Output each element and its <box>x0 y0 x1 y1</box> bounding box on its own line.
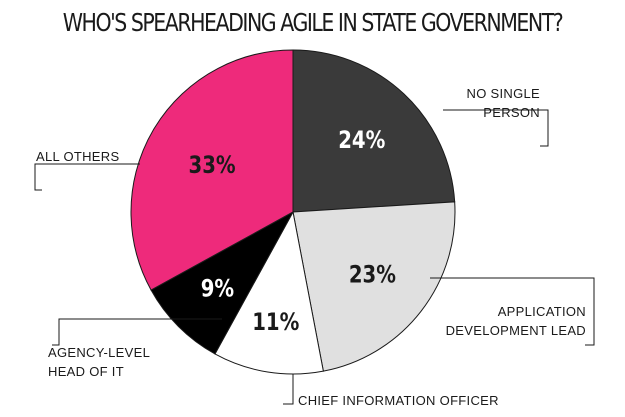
category-label-line: APPLICATION <box>498 304 586 319</box>
category-label-3: AGENCY-LEVEL HEAD OF IT <box>48 345 150 379</box>
category-label-line: CHIEF INFORMATION OFFICER <box>298 393 499 408</box>
chart-title: WHO'S SPEARHEADING AGILE IN STATE GOVERN… <box>62 8 564 37</box>
category-label-line: PERSON <box>483 105 540 120</box>
value-label-4: 33% <box>189 152 236 179</box>
leader-line-1 <box>430 277 595 346</box>
category-label-4: ALL OTHERS <box>36 149 119 164</box>
leader-line-2 <box>283 374 294 405</box>
leader-line-4 <box>34 163 140 191</box>
pie-slice-4 <box>130 49 294 291</box>
leader-line-3 <box>52 318 222 346</box>
category-label-line: DEVELOPMENT LEAD <box>446 323 586 338</box>
category-label-0: NO SINGLE PERSON <box>467 86 541 120</box>
value-label-2: 11% <box>252 309 299 336</box>
category-label-line: HEAD OF IT <box>48 364 124 379</box>
category-label-line: NO SINGLE <box>467 86 541 101</box>
value-label-1: 23% <box>349 262 396 289</box>
category-label-2: CHIEF INFORMATION OFFICER <box>298 393 499 408</box>
category-label-line: AGENCY-LEVEL <box>48 345 150 360</box>
leader-line-0 <box>443 109 549 147</box>
value-label-0: 24% <box>338 127 385 154</box>
pie-slice-0 <box>292 49 456 213</box>
pie-slice-3 <box>150 210 295 355</box>
category-label-1: APPLICATION DEVELOPMENT LEAD <box>446 304 586 338</box>
category-label-line: ALL OTHERS <box>36 149 119 164</box>
value-label-3: 9% <box>201 276 234 303</box>
pie-slice-2 <box>214 210 324 375</box>
pie-slice-1 <box>292 201 456 372</box>
